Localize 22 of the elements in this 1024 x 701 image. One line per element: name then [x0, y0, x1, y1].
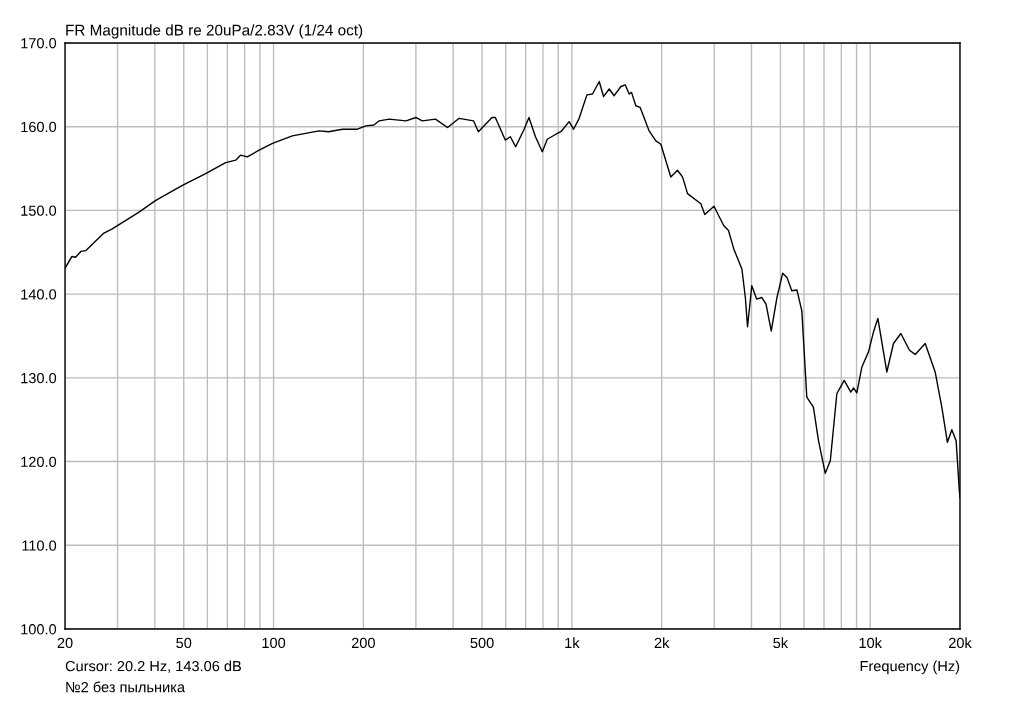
text: Cursor: 20.2 Hz, 143.06 dB	[65, 660, 241, 673]
y-tick-label: 160.0	[21, 121, 57, 133]
x-tick-label: 2k	[654, 637, 670, 648]
x-tick-label: 10k	[859, 637, 882, 649]
x-tick-label: 20	[57, 637, 73, 649]
x-tick-label: 200	[351, 637, 375, 649]
y-tick-label: 150.0	[21, 205, 57, 216]
chart-title: FR Magnitude dB re 20uPa/2.83V (1/24 oct)	[66, 24, 363, 39]
x-tick-label: 5k	[773, 637, 789, 649]
text: №2 без пыльника	[66, 681, 186, 693]
y-tick-label: 110.0	[22, 540, 57, 551]
y-tick-label: 140.0	[21, 289, 57, 300]
y-tick-label: 170.0	[21, 38, 57, 49]
y-tick-label: 120.0	[21, 456, 57, 467]
y-tick-label: 130.0	[21, 372, 57, 384]
x-axis-title: Frequency (Hz)	[860, 660, 960, 675]
x-tick-label: 50	[176, 637, 192, 649]
x-tick-label: 20k	[948, 637, 972, 649]
x-tick-label: 100	[262, 637, 286, 649]
y-tick-label: 100.0	[21, 624, 57, 635]
x-tick-label: 1k	[565, 637, 580, 648]
x-tick-label: 500	[470, 637, 494, 649]
